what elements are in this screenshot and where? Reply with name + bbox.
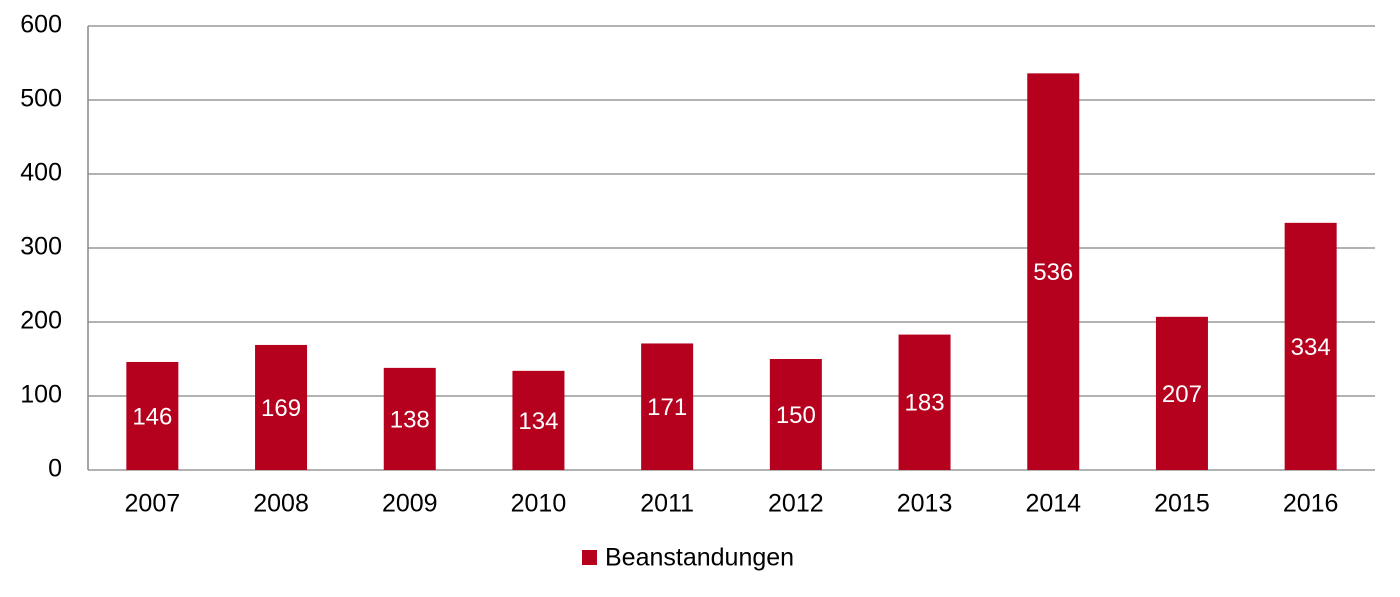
legend-label: Beanstandungen [605,544,794,572]
bar [255,344,308,470]
x-tick-label: 2007 [125,490,181,518]
data-label: 138 [390,406,430,433]
data-label: 183 [905,390,945,417]
x-tick-label: 2014 [1025,490,1081,518]
bar [383,367,436,470]
data-label: 150 [776,402,816,429]
data-label: 207 [1162,381,1202,408]
y-tick-label: 100 [20,381,62,409]
bar [1027,73,1080,471]
bar [1284,222,1337,470]
y-tick-label: 600 [20,11,62,39]
data-label: 134 [518,408,558,435]
y-tick-label: 300 [20,233,62,261]
bar [641,343,694,470]
bar [898,334,951,470]
data-label: 334 [1291,334,1331,361]
bar [126,361,179,470]
x-tick-label: 2013 [897,490,953,518]
bar [1155,316,1208,470]
x-tick-label: 2008 [253,490,309,518]
x-tick-label: 2009 [382,490,438,518]
data-label: 146 [132,403,172,430]
x-tick-label: 2016 [1283,490,1339,518]
data-label: 171 [647,394,687,421]
y-tick-label: 400 [20,159,62,187]
bar [512,370,565,470]
data-label: 536 [1033,259,1073,286]
y-tick-label: 500 [20,85,62,113]
legend-swatch [582,550,597,565]
bar [769,359,822,470]
data-label: 169 [261,395,301,422]
x-tick-label: 2011 [640,490,694,518]
y-tick-label: 200 [20,307,62,335]
y-tick-label: 0 [48,455,62,483]
x-tick-label: 2012 [768,490,824,518]
x-tick-label: 2010 [511,490,567,518]
x-tick-label: 2015 [1154,490,1210,518]
